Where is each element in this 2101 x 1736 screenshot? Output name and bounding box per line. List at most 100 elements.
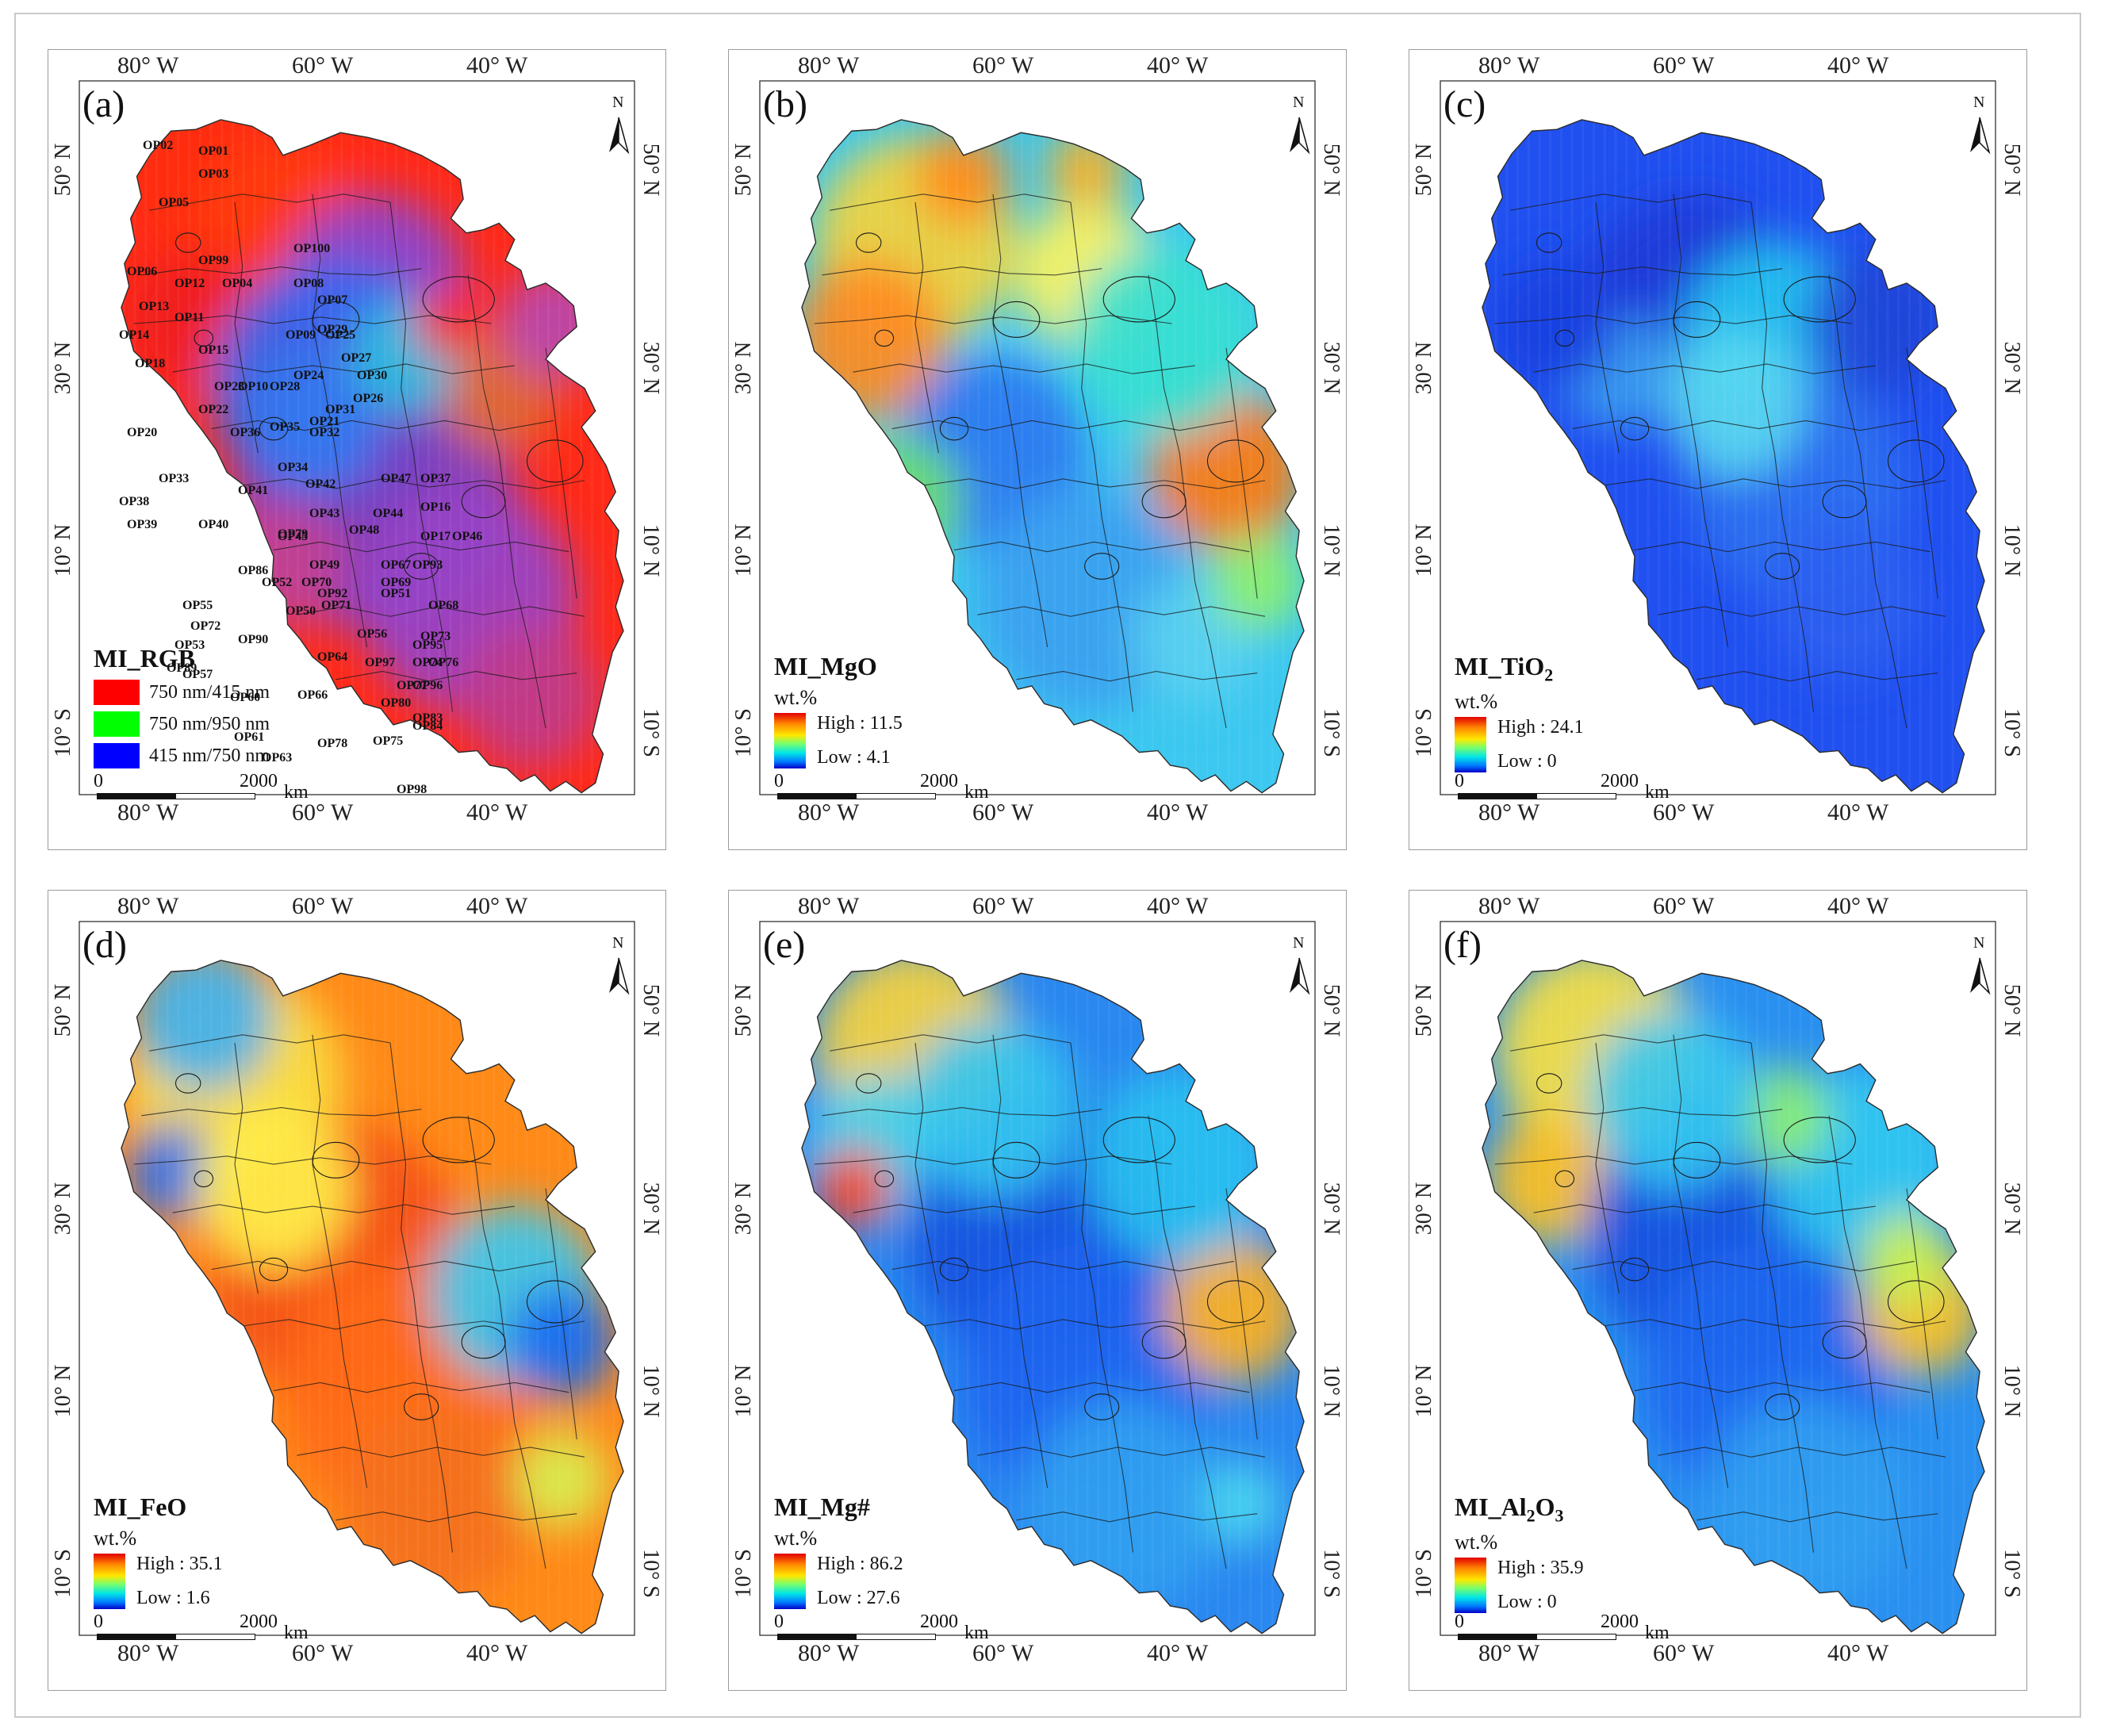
- unit-label: OP55: [182, 598, 213, 612]
- lon-label-bottom: 40° W: [1827, 1640, 1889, 1666]
- lon-label-top: 80° W: [1478, 52, 1540, 79]
- lat-label-left: 10° N: [1412, 1364, 1436, 1418]
- unit-label: OP41: [238, 483, 269, 497]
- lat-label-left: 10° N: [51, 523, 75, 577]
- legend-title-text: MI_Mg#: [774, 1493, 870, 1521]
- map-canvas: [1440, 80, 1996, 795]
- lat-label-right: 30° N: [638, 341, 663, 395]
- unit-label: OP50: [286, 604, 316, 618]
- legend-title-subscript: 3: [1555, 1505, 1564, 1526]
- lon-label-top: 40° W: [466, 52, 528, 79]
- lat-label-left: 10° S: [731, 1549, 756, 1598]
- scale-bar-graphic: [97, 1634, 255, 1640]
- lat-label-right: 50° N: [638, 983, 663, 1037]
- map-canvas: [759, 80, 1316, 795]
- lat-label-right: 10° S: [638, 1549, 663, 1598]
- unit-label: OP15: [198, 343, 229, 357]
- lat-label-right: 10° S: [1319, 708, 1344, 757]
- legend-item-label: 415 nm/750 nm: [149, 745, 270, 766]
- scale-zero: 0: [1455, 771, 1464, 791]
- unit-label: OP60: [230, 690, 261, 704]
- mare-region: [1482, 960, 1985, 1634]
- color-ramp: [1455, 1558, 1486, 1614]
- panel-label: (e): [763, 924, 806, 966]
- lat-label-left: 50° N: [51, 983, 75, 1037]
- unit-label: OP20: [127, 426, 158, 439]
- scale-bar: 0 2000 km: [94, 771, 309, 803]
- lat-label-left: 10° S: [51, 1549, 75, 1598]
- north-label: N: [612, 94, 624, 111]
- scale-bar: 0 2000 km: [1455, 771, 1670, 803]
- unit-label: OP56: [357, 627, 388, 641]
- unit-label: OP13: [139, 299, 170, 313]
- lat-label-right: 10° N: [1999, 1364, 2024, 1418]
- unit-label: OP83: [412, 711, 443, 725]
- scale-segment: [1537, 1634, 1616, 1639]
- unit-label: OP89: [167, 661, 197, 676]
- unit-label: OP05: [159, 196, 190, 209]
- north-arrow-icon: N: [603, 934, 635, 1001]
- unit-label: OP42: [305, 477, 336, 492]
- legend: MI_TiO2 wt.% High : 24.1 Low : 0: [1455, 652, 1584, 773]
- lon-label-bottom: 80° W: [798, 799, 860, 826]
- scale-labels: 0 2000 km: [774, 771, 989, 803]
- scale-unit: km: [284, 782, 309, 803]
- north-label: N: [612, 934, 624, 952]
- unit-label: OP24: [293, 368, 324, 382]
- lon-label-top: 80° W: [117, 893, 179, 919]
- scale-segment: [1537, 794, 1616, 799]
- unit-label: OP11: [174, 311, 205, 324]
- ramp-low-label: Low : 27.6: [817, 1588, 900, 1608]
- scale-unit: km: [1645, 782, 1670, 803]
- lon-label-top: 60° W: [1653, 52, 1715, 79]
- lat-label-right: 10° S: [638, 708, 663, 757]
- unit-label: OP32: [309, 426, 340, 439]
- color-ramp: [94, 1554, 125, 1609]
- color-ramp-row: High : 86.2 Low : 27.6: [774, 1554, 903, 1609]
- lon-label-top: 60° W: [1653, 893, 1715, 919]
- north-arrow-icon: N: [1964, 934, 1996, 1001]
- unit-label: OP64: [317, 650, 348, 664]
- unit-label: OP38: [119, 495, 150, 508]
- unit-label: OP36: [230, 426, 261, 439]
- map-canvas: [79, 921, 635, 1636]
- unit-label: OP78: [317, 736, 348, 750]
- legend-swatch: [94, 743, 140, 768]
- unit-label: OP79: [278, 527, 309, 541]
- legend-title-subscript: 2: [1544, 665, 1554, 685]
- lon-label-bottom: 40° W: [1147, 799, 1209, 826]
- map-canvas: [759, 921, 1316, 1636]
- unit-label: OP86: [238, 564, 269, 577]
- legend-unit: wt.%: [774, 686, 818, 709]
- panel-a-rgb: 80° W 80° W 60° W 60° W 40° W 40° W 50° N 50° N…: [48, 49, 666, 850]
- lon-label-top: 60° W: [292, 893, 354, 919]
- scale-segment: [857, 794, 935, 799]
- lon-label-bottom: 60° W: [972, 1640, 1034, 1666]
- scale-zero: 0: [774, 1611, 784, 1632]
- lon-label-top: 80° W: [117, 52, 179, 79]
- scale-zero: 0: [1455, 1611, 1464, 1632]
- lat-label-left: 50° N: [1412, 143, 1436, 197]
- unit-label: OP77: [397, 679, 427, 692]
- ramp-labels: High : 35.1 Low : 1.6: [136, 1554, 223, 1609]
- lon-label-top: 60° W: [972, 893, 1034, 919]
- legend: MI_RGB 750 nm/415 nm 750 nm/950 nm 415 nm/7…: [94, 644, 270, 768]
- lat-label-right: 30° N: [1999, 341, 2024, 395]
- unit-label: OP25: [325, 328, 356, 342]
- legend-title-text: MI_TiO: [1455, 652, 1545, 680]
- unit-label: OP72: [190, 619, 221, 633]
- ramp-labels: High : 86.2 Low : 27.6: [817, 1554, 903, 1609]
- ramp-high-label: High : 35.9: [1497, 1558, 1584, 1579]
- lat-label-right: 50° N: [1319, 983, 1344, 1037]
- unit-label: OP35: [270, 420, 301, 434]
- unit-label: OP98: [397, 782, 427, 796]
- color-ramp-row: High : 24.1 Low : 0: [1455, 717, 1584, 773]
- legend-title-subscript: 2: [1526, 1505, 1535, 1526]
- lon-label-bottom: 40° W: [466, 1640, 528, 1666]
- legend: MI_Al2O3 wt.% High : 35.9 Low : 0: [1455, 1493, 1584, 1614]
- legend-title: MI_TiO2: [1455, 652, 1584, 685]
- unit-label: OP34: [278, 460, 309, 474]
- unit-label: OP28: [270, 380, 301, 393]
- lat-label-left: 10° N: [731, 523, 756, 577]
- unit-label: OP74: [412, 656, 443, 669]
